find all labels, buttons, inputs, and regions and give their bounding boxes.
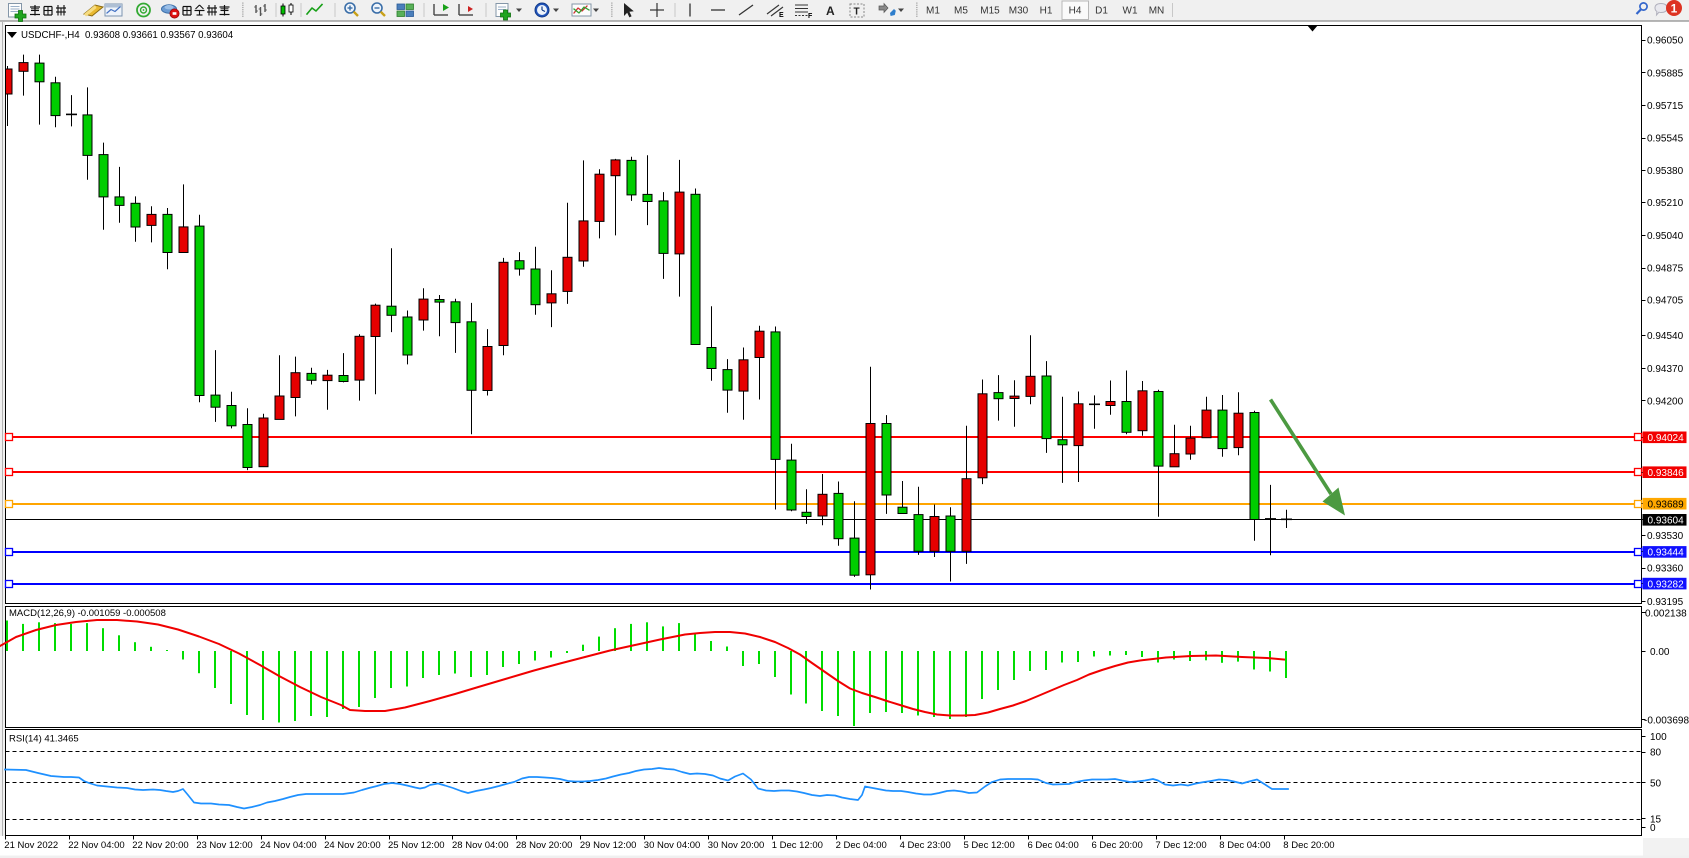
svg-text:0.94875: 0.94875 <box>1647 264 1684 275</box>
svg-text:22 Nov 20:00: 22 Nov 20:00 <box>132 840 189 851</box>
svg-text:0: 0 <box>1650 823 1656 834</box>
svg-text:0.95715: 0.95715 <box>1647 101 1684 112</box>
svg-text:M5: M5 <box>954 6 968 17</box>
svg-text:F: F <box>808 13 813 20</box>
svg-text:0.94200: 0.94200 <box>1647 397 1684 408</box>
svg-text:6 Dec 04:00: 6 Dec 04:00 <box>1028 840 1079 851</box>
svg-text:29 Nov 12:00: 29 Nov 12:00 <box>580 840 637 851</box>
svg-text:0.93360: 0.93360 <box>1647 564 1684 575</box>
svg-text:22 Nov 04:00: 22 Nov 04:00 <box>68 840 125 851</box>
svg-text:M30: M30 <box>1009 6 1029 17</box>
svg-text:5 Dec 12:00: 5 Dec 12:00 <box>964 840 1015 851</box>
svg-text:W1: W1 <box>1123 6 1138 17</box>
svg-text:4 Dec 23:00: 4 Dec 23:00 <box>900 840 951 851</box>
svg-text:0.94540: 0.94540 <box>1647 331 1684 342</box>
svg-text:30 Nov 04:00: 30 Nov 04:00 <box>644 840 701 851</box>
svg-text:A: A <box>826 4 835 18</box>
svg-text:28 Nov 04:00: 28 Nov 04:00 <box>452 840 509 851</box>
svg-text:-0.003698: -0.003698 <box>1644 715 1689 726</box>
svg-text:1 Dec 12:00: 1 Dec 12:00 <box>772 840 823 851</box>
svg-text:0.95040: 0.95040 <box>1647 231 1684 242</box>
svg-text:100: 100 <box>1650 732 1667 743</box>
svg-text:0.93846: 0.93846 <box>1648 468 1685 479</box>
svg-text:80: 80 <box>1650 748 1662 759</box>
svg-text:0.95885: 0.95885 <box>1647 69 1684 80</box>
svg-text:RSI(14) 41.3465: RSI(14) 41.3465 <box>9 734 79 745</box>
svg-text:H4: H4 <box>1069 6 1082 17</box>
svg-text:MN: MN <box>1149 6 1165 17</box>
svg-text:2 Dec 04:00: 2 Dec 04:00 <box>836 840 887 851</box>
svg-text:8 Dec 04:00: 8 Dec 04:00 <box>1219 840 1270 851</box>
svg-text:0.96050: 0.96050 <box>1647 36 1684 47</box>
svg-text:0.93689: 0.93689 <box>1648 499 1685 510</box>
svg-text:0.94370: 0.94370 <box>1647 364 1684 375</box>
svg-text:24 Nov 20:00: 24 Nov 20:00 <box>324 840 381 851</box>
svg-text:6 Dec 20:00: 6 Dec 20:00 <box>1092 840 1143 851</box>
svg-text:H1: H1 <box>1040 6 1053 17</box>
svg-text:0.94024: 0.94024 <box>1648 433 1685 444</box>
svg-text:24 Nov 04:00: 24 Nov 04:00 <box>260 840 317 851</box>
svg-text:0.93604: 0.93604 <box>1648 516 1685 527</box>
svg-text:0.00: 0.00 <box>1650 647 1670 658</box>
svg-text:0.93195: 0.93195 <box>1647 597 1684 608</box>
svg-text:0.95545: 0.95545 <box>1647 134 1684 145</box>
svg-text:28 Nov 20:00: 28 Nov 20:00 <box>516 840 573 851</box>
svg-text:0.93530: 0.93530 <box>1647 531 1684 542</box>
svg-text:0.95210: 0.95210 <box>1647 198 1684 209</box>
svg-text:50: 50 <box>1650 779 1662 790</box>
svg-text:7 Dec 12:00: 7 Dec 12:00 <box>1155 840 1206 851</box>
svg-text:8 Dec 20:00: 8 Dec 20:00 <box>1283 840 1334 851</box>
svg-text:0.93444: 0.93444 <box>1648 548 1685 559</box>
svg-text:30 Nov 20:00: 30 Nov 20:00 <box>708 840 765 851</box>
svg-text:E: E <box>779 12 784 19</box>
svg-text:23 Nov 12:00: 23 Nov 12:00 <box>196 840 253 851</box>
svg-text:M15: M15 <box>980 6 1000 17</box>
svg-text:21 Nov 2022: 21 Nov 2022 <box>4 840 58 851</box>
svg-text:0.94705: 0.94705 <box>1647 296 1684 307</box>
svg-text:15: 15 <box>1650 815 1662 826</box>
svg-text:T: T <box>854 7 860 18</box>
svg-text:25 Nov 12:00: 25 Nov 12:00 <box>388 840 445 851</box>
svg-text:1: 1 <box>1671 2 1678 16</box>
svg-text:0.95380: 0.95380 <box>1647 166 1684 177</box>
svg-text:D1: D1 <box>1095 6 1108 17</box>
svg-text:M1: M1 <box>926 6 940 17</box>
svg-text:USDCHF-,H4 0.93608 0.93661 0.: USDCHF-,H4 0.93608 0.93661 0.93567 0.936… <box>21 30 234 41</box>
svg-text:0.002138: 0.002138 <box>1645 609 1687 620</box>
svg-text:MACD(12,26,9) -0.001059 -0.000: MACD(12,26,9) -0.001059 -0.000508 <box>9 608 166 619</box>
svg-text:0.93282: 0.93282 <box>1648 579 1685 590</box>
